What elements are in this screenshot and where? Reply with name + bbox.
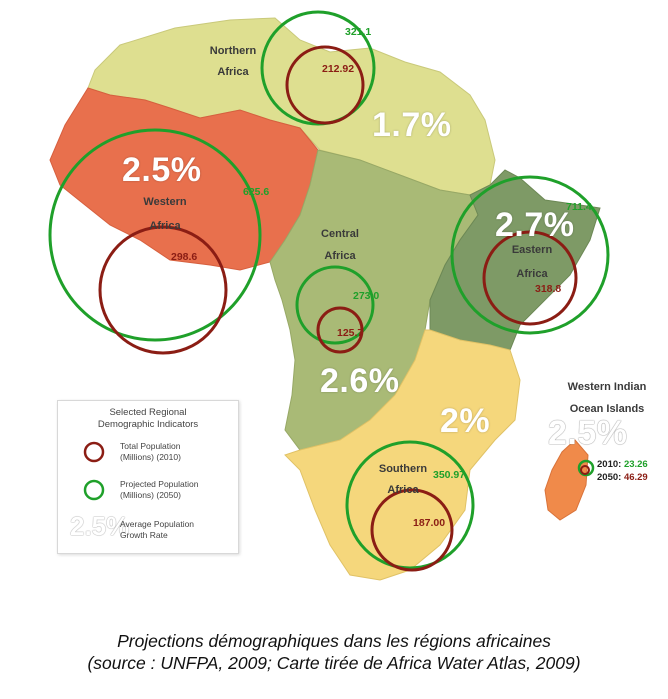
legend-total-text: Total Population (Millions) (2010)	[120, 441, 181, 463]
southern-africa-label: Southern Africa	[368, 462, 438, 497]
legend-projected-line1: Projected Population	[120, 479, 199, 489]
caption-line2: (source : UNFPA, 2009; Carte tirée de Af…	[87, 653, 581, 673]
projected-population-circle-icon	[83, 479, 105, 501]
western-2050-circle	[48, 128, 262, 342]
western-label-line2: Africa	[149, 220, 181, 232]
indian-ocean-2050-circle	[577, 459, 595, 477]
central-africa-label: Central Africa	[305, 227, 375, 263]
legend-title: Selected Regional Demographic Indicators	[58, 407, 238, 431]
eastern-2050-circle	[450, 175, 610, 335]
indian-ocean-2050-value: 46.29	[623, 472, 648, 483]
southern-africa-circles	[345, 440, 475, 572]
central-2010-value: 125.7	[337, 327, 364, 339]
southern-2050-value: 350.97	[433, 469, 466, 481]
figure-caption: Projections démographiques dans les régi…	[0, 630, 668, 674]
eastern-2050-value: 711.4	[566, 201, 592, 213]
northern-rate: 1.7%	[372, 106, 452, 144]
indian-ocean-2010-value: 23.26	[623, 459, 648, 470]
legend-projected-line2: (Millions) (2050)	[120, 490, 181, 500]
indian-ocean-2010-label: 2010:	[597, 459, 624, 470]
legend-rate-text: Average Population Growth Rate	[120, 519, 194, 541]
southern-2050-circle	[345, 440, 475, 570]
western-2050-value: 625.6	[243, 186, 270, 198]
eastern-2010-value: 318.8	[535, 283, 562, 295]
southern-label-line1: Southern	[378, 463, 428, 475]
legend-title-line2: Demographic Indicators	[97, 419, 199, 430]
map-legend: Selected Regional Demographic Indicators…	[57, 400, 239, 554]
western-africa-label: Western Africa	[130, 195, 200, 233]
eastern-label-line1: Eastern	[511, 244, 553, 256]
eastern-africa-label: Eastern Africa	[497, 243, 567, 281]
central-rate: 2.6%	[320, 362, 400, 400]
western-2010-value: 298.6	[171, 251, 198, 263]
central-2010-circle	[316, 306, 364, 354]
central-2050-value: 273.0	[353, 290, 380, 302]
legend-title-line1: Selected Regional	[109, 407, 187, 418]
southern-label-line2: Africa	[387, 484, 419, 496]
indian-ocean-2010-line: 2010: 23.26	[597, 459, 648, 470]
northern-africa-circles	[260, 10, 376, 126]
eastern-africa-region	[429, 169, 601, 351]
southern-2010-circle	[370, 488, 454, 572]
southern-rate: 2%	[440, 402, 491, 440]
northern-2050-value: 321.1	[345, 26, 372, 38]
legend-total-line1: Total Population	[120, 441, 181, 451]
central-africa-circles	[295, 265, 375, 354]
legend-row-total: Total Population (Millions) (2010)	[66, 441, 236, 467]
indian-ocean-2010-circle	[580, 465, 590, 475]
northern-2010-circle	[285, 45, 365, 125]
western-2010-circle	[98, 225, 228, 355]
southern-africa-region	[284, 329, 521, 581]
madagascar-island	[544, 439, 589, 521]
central-2050-circle	[295, 265, 375, 345]
central-label-line1: Central	[321, 228, 359, 240]
legend-rate-line2: Growth Rate	[120, 530, 168, 540]
indian-ocean-label-line2: Ocean Islands	[569, 403, 645, 415]
eastern-africa-circles	[450, 175, 610, 335]
legend-row-projected: Projected Population (Millions) (2050)	[66, 479, 236, 505]
indian-ocean-2050-label: 2050:	[597, 472, 624, 483]
northern-africa-label: Northern Africa	[198, 44, 268, 79]
caption-line1: Projections démographiques dans les régi…	[117, 631, 551, 651]
total-population-circle-icon	[83, 441, 105, 463]
legend-projected-text: Projected Population (Millions) (2050)	[120, 479, 198, 501]
western-label-line1: Western	[143, 196, 187, 208]
indian-ocean-label: Western Indian Ocean Islands	[557, 380, 657, 416]
southern-2010-value: 187.00	[413, 517, 446, 529]
northern-label-line2: Africa	[217, 66, 249, 78]
indian-ocean-2050-line: 2050: 46.29	[597, 472, 648, 483]
western-rate: 2.5%	[122, 151, 202, 189]
eastern-2010-circle	[482, 230, 578, 326]
legend-total-line2: (Millions) (2010)	[120, 452, 181, 462]
indian-ocean-rate: 2.5%	[548, 414, 628, 452]
northern-2050-circle	[260, 10, 376, 126]
indian-ocean-label-line1: Western Indian	[567, 381, 647, 393]
northern-2010-value: 212.92	[322, 63, 355, 75]
legend-rate-line1: Average Population	[120, 519, 195, 529]
legend-row-rate: 2.5% Average Population Growth Rate	[66, 511, 236, 549]
legend-rate-sample: 2.5%	[70, 511, 130, 541]
northern-label-line1: Northern	[209, 45, 257, 57]
africa-map	[48, 10, 610, 581]
central-label-line2: Africa	[324, 250, 356, 262]
eastern-rate: 2.7%	[495, 206, 575, 244]
eastern-label-line2: Africa	[516, 268, 548, 280]
western-africa-circles	[48, 128, 262, 355]
indian-ocean-circles	[577, 459, 595, 477]
